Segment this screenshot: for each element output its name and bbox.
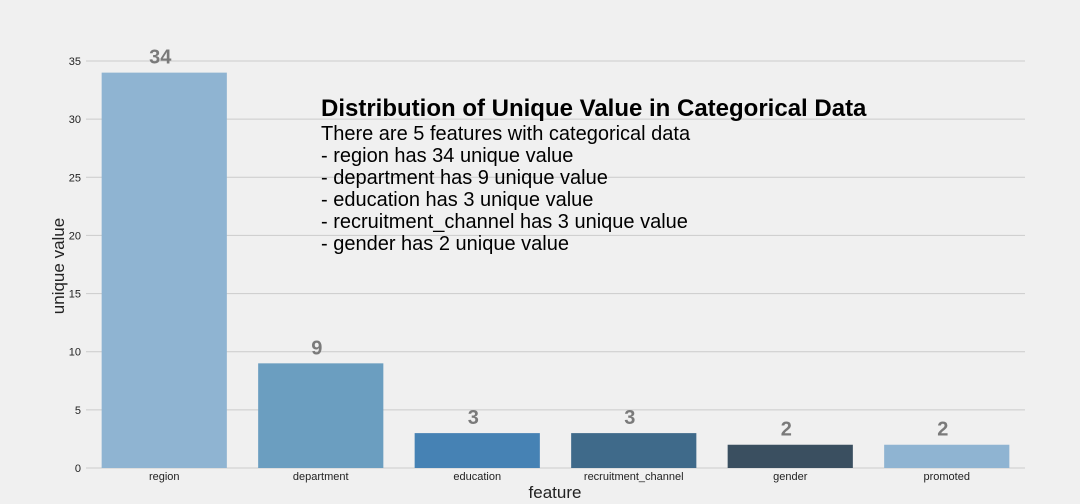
x-tick-label: gender — [773, 471, 808, 483]
y-tick-label: 10 — [69, 347, 81, 359]
bar-gender — [727, 444, 853, 468]
annotation-line: - region has 34 unique value — [321, 145, 573, 167]
data-label: 2 — [781, 419, 792, 441]
y-tick-label: 15 — [69, 289, 81, 301]
annotation-line: - department has 9 unique value — [321, 167, 608, 189]
bar-promoted — [884, 444, 1010, 468]
annotation-line: - recruitment_channel has 3 unique value — [321, 211, 688, 233]
annotation-line: There are 5 features with categorical da… — [321, 123, 691, 145]
data-label: 3 — [624, 407, 635, 429]
bars — [101, 72, 1010, 468]
annotation-line: - gender has 2 unique value — [321, 233, 569, 255]
data-label: 9 — [311, 337, 322, 359]
data-label: 3 — [468, 407, 479, 429]
data-labels: 34 9 3 3 2 2 — [149, 47, 948, 441]
x-axis-label: feature — [529, 483, 582, 502]
y-tick-label: 35 — [69, 56, 81, 68]
data-label: 2 — [937, 419, 948, 441]
y-axis-ticks: 0 5 10 15 20 25 30 35 — [69, 56, 81, 475]
y-tick-label: 30 — [69, 114, 81, 126]
annotation-line: - education has 3 unique value — [321, 189, 593, 211]
data-label: 34 — [149, 47, 172, 69]
gridlines — [86, 60, 1025, 469]
y-axis-label: unique value — [49, 218, 68, 314]
bar-education — [414, 433, 540, 468]
x-tick-label: recruitment_channel — [584, 471, 684, 483]
bar-recruitment-channel — [571, 433, 697, 468]
bar-region — [101, 72, 227, 468]
x-tick-label: department — [293, 471, 349, 483]
y-tick-label: 5 — [75, 405, 81, 417]
bar-department — [258, 363, 384, 468]
y-tick-label: 20 — [69, 230, 81, 242]
x-tick-label: promoted — [924, 471, 970, 483]
x-tick-label: education — [453, 471, 501, 483]
y-tick-label: 0 — [75, 463, 81, 475]
y-tick-label: 25 — [69, 172, 81, 184]
annotation-title: Distribution of Unique Value in Categori… — [321, 95, 867, 122]
annotation-box: Distribution of Unique Value in Categori… — [321, 95, 867, 255]
x-axis-ticks: region department education recruitment_cha… — [149, 471, 970, 483]
x-tick-label: region — [149, 471, 180, 483]
